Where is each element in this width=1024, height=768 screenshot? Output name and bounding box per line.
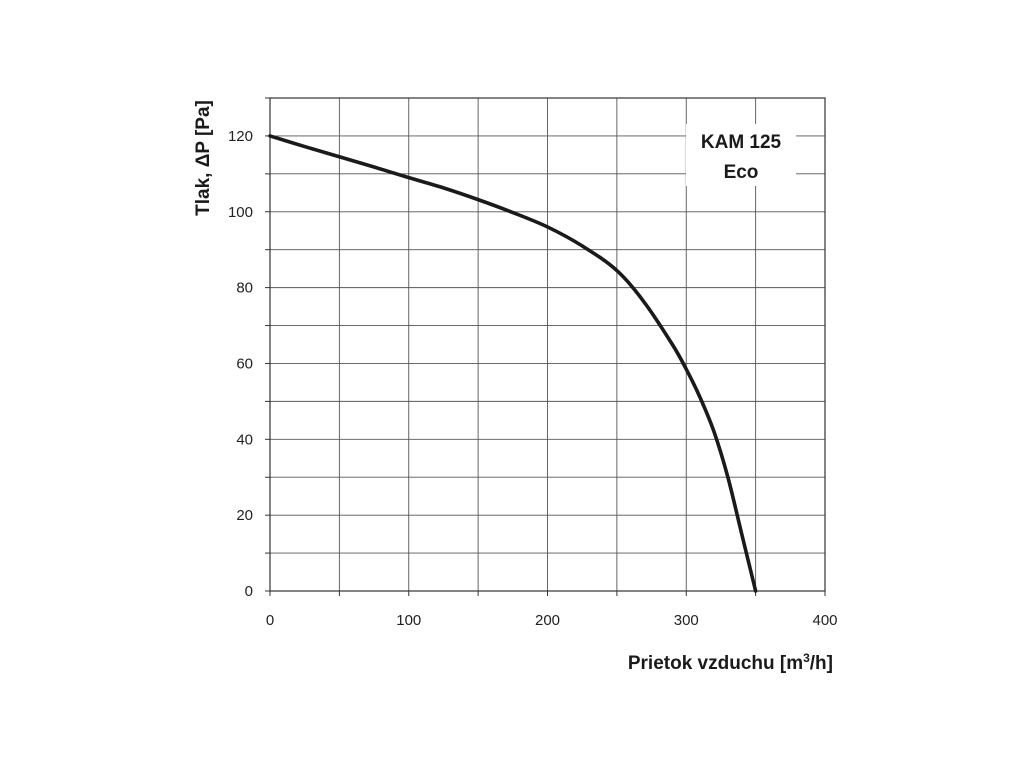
y-tick-label: 100 <box>228 204 253 221</box>
y-tick-label: 60 <box>236 355 253 372</box>
y-tick-label: 120 <box>228 128 253 145</box>
x-tick-label: 300 <box>674 612 699 629</box>
y-tick-label: 40 <box>236 431 253 448</box>
legend-box: KAM 125 Eco <box>686 124 796 186</box>
x-tick-label: 0 <box>266 612 274 629</box>
x-tick-label: 200 <box>535 612 560 629</box>
x-axis-label-main: Prietok vzduchu [m <box>628 653 803 674</box>
x-axis-label: Prietok vzduchu [m3/h] <box>628 651 833 674</box>
legend-model-label: KAM 125 <box>701 132 782 153</box>
y-tick-label: 80 <box>236 280 253 297</box>
x-axis-label-tail: /h] <box>810 653 833 674</box>
series-layer <box>268 134 758 593</box>
legend-background <box>686 124 796 186</box>
series-line <box>268 134 758 593</box>
y-tick-label: 0 <box>245 583 253 600</box>
y-tick-label: 20 <box>236 507 253 524</box>
x-tick-label: 400 <box>812 612 837 629</box>
x-axis-label-superscript: 3 <box>803 651 810 665</box>
ticks: 0 100 200 300 400 0 20 40 60 80 100 120 <box>228 97 838 629</box>
y-axis-label: Tlak, ΔP [Pa] <box>193 100 214 216</box>
legend-variant-label: Eco <box>724 162 759 183</box>
x-tick-label: 100 <box>396 612 421 629</box>
